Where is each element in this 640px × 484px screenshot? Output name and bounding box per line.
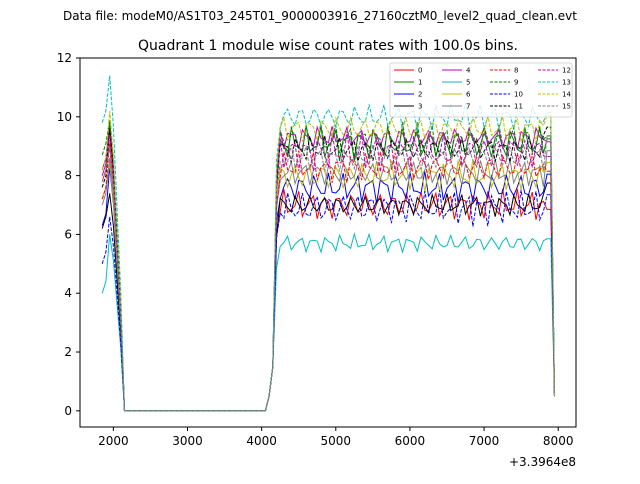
legend-label-14: 14: [562, 91, 571, 99]
series-line-9: [101, 119, 555, 412]
series-line-14: [101, 110, 555, 412]
legend-label-3: 3: [418, 103, 422, 111]
x-tick-label: 8000: [543, 434, 574, 448]
series-line-8: [101, 140, 555, 412]
legend-label-9: 9: [514, 79, 518, 87]
y-tick-label: 8: [64, 169, 72, 183]
y-tick-label: 6: [64, 227, 72, 241]
legend-label-10: 10: [514, 91, 523, 99]
y-tick-label: 10: [57, 110, 72, 124]
legend-label-7: 7: [466, 103, 470, 111]
chart-title: Quadrant 1 module wise count rates with …: [138, 38, 518, 54]
series-line-7: [101, 150, 555, 412]
x-axis: 2000 3000 4000 5000 6000 7000 8000: [98, 427, 573, 448]
legend-label-15: 15: [562, 103, 571, 111]
series-line-10: [101, 189, 555, 412]
suptitle: Data file: modeM0/AS1T03_245T01_90000039…: [63, 9, 577, 23]
x-offset-label: +3.3964e8: [509, 455, 576, 469]
y-tick-label: 0: [64, 404, 72, 418]
legend-label-6: 6: [466, 91, 471, 99]
series-line-4: [101, 125, 555, 412]
y-tick-label: 12: [57, 51, 72, 65]
legend-box: [389, 62, 573, 118]
legend-label-5: 5: [466, 79, 470, 87]
legend-label-8: 8: [514, 67, 518, 75]
x-tick-label: 6000: [395, 434, 426, 448]
legend-label-13: 13: [562, 79, 571, 87]
series-line-5: [101, 232, 555, 412]
x-tick-label: 5000: [321, 434, 352, 448]
x-tick-label: 3000: [172, 434, 203, 448]
series-line-11: [101, 126, 555, 412]
series-layer: [101, 75, 555, 412]
series-line-13: [101, 75, 555, 412]
axes-frame: [79, 57, 577, 428]
legend-label-4: 4: [466, 67, 471, 75]
y-tick-label: 4: [64, 286, 72, 300]
legend-label-0: 0: [418, 67, 422, 75]
legend-label-2: 2: [418, 91, 422, 99]
x-tick-label: 2000: [98, 434, 129, 448]
y-axis: 0 2 4 6 8 10 12: [57, 51, 80, 418]
x-tick-label: 7000: [469, 434, 500, 448]
legend-label-12: 12: [562, 67, 571, 75]
legend-label-1: 1: [418, 79, 422, 87]
series-line-15: [101, 135, 555, 412]
y-tick-label: 2: [64, 345, 72, 359]
series-line-3: [101, 182, 555, 412]
x-tick-label: 4000: [246, 434, 277, 448]
legend-label-11: 11: [514, 103, 523, 111]
